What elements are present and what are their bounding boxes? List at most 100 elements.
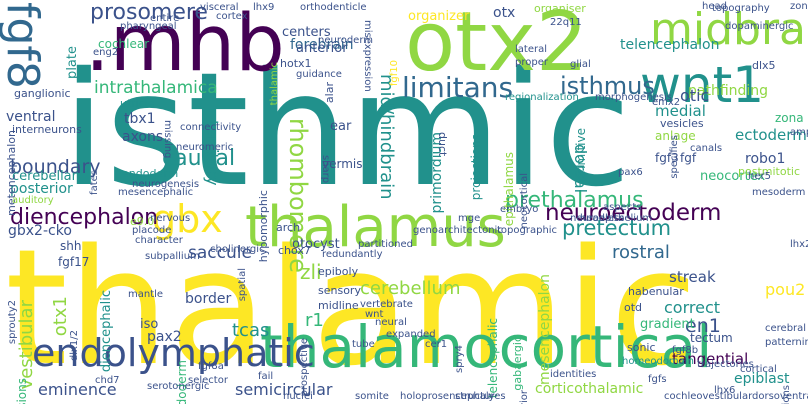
word: fates [89,170,100,195]
word: trajectories [697,359,754,370]
word: glial [570,59,591,70]
word: character [135,235,183,246]
word: redundantly [322,249,383,260]
word: eminence [38,380,117,399]
word: serotonergic [147,381,210,392]
word: gbx2-cko [8,223,72,239]
word: forebrain [290,37,354,53]
word: otic [680,86,710,105]
word: hotx1 [280,57,312,70]
word: projections [469,134,483,201]
word: ear [330,119,352,134]
word: semicircular [235,380,333,399]
word: sensory [318,284,361,297]
word: interneurons [12,123,82,136]
word: robo1 [745,151,786,167]
word: vermis [322,157,363,171]
word: neocortex [700,169,766,184]
word: her5 [748,171,771,182]
word: diencephalic [99,290,114,373]
word: selector [188,375,228,386]
word: neuroderm [318,35,374,46]
word: auditory [12,195,54,206]
word: thalamic [269,62,280,106]
word: cerebral [765,323,807,334]
word: embryo [500,204,539,215]
word: e9.0 [130,215,155,228]
word: pharyngeal [120,21,177,32]
word: thalamus [245,195,506,260]
word: expanded [386,329,436,340]
word: tcas [232,320,270,341]
word: prospective [299,338,310,397]
word: diencephalon [10,205,159,230]
word: spry4 [454,345,465,373]
word: r1 [305,310,324,331]
word: spatial [237,268,248,302]
word: tectum [690,331,733,345]
word: neural [375,317,407,328]
word: rostral [612,242,670,263]
word: proper [515,57,548,68]
word: otx2 [405,0,589,90]
word: neuromeric [176,142,234,153]
word: chd7 [95,375,120,386]
word: otx [493,5,516,21]
word: nervous [150,213,191,224]
word: organiser [534,2,586,15]
word: missing [162,120,173,159]
word: zli [300,260,322,284]
word: boundary [10,156,101,178]
word: wnt [365,309,384,320]
word: partitioned [358,239,413,250]
word: vesicles [660,117,704,130]
word: gbx [152,197,223,241]
word: subpallium [145,251,200,262]
word: cochleovestibular [664,391,753,402]
word: cholinergic [210,244,265,255]
word: neocortical [519,173,530,229]
word: prosomere [90,0,208,25]
word: eng2 [93,47,119,58]
word: dopaminergic [725,21,794,32]
word: entire [150,13,180,24]
word: caudal [162,146,236,171]
word: telencephalic [486,318,500,399]
word: mantle [128,289,164,300]
word: holoprosencephaly [400,391,495,402]
word: utricle [120,97,155,110]
word: streak [669,268,716,286]
word: plate [65,46,80,79]
word: sharp [320,155,331,184]
word: specifies [669,135,680,179]
word: fgf8b [672,345,699,356]
word: vestibular [16,300,37,390]
word: primitive [574,128,588,182]
word: border [185,291,232,307]
word: homeodomain [622,356,694,367]
word: cerebellar [12,169,77,184]
word: lhx2 [790,239,808,250]
word: wnt1 [640,56,764,114]
word: mge [458,213,481,224]
word: mid/hindbrain [376,74,397,200]
word: cer1 [425,339,448,350]
word: fgf10 [389,60,400,87]
word: guidance [296,69,342,80]
word: lhx6 [714,385,736,396]
word: midbrain [650,4,808,55]
word: pou2 [765,280,806,299]
word: prethalamus [505,188,644,213]
word: ventral [6,109,56,125]
word: sonic [627,341,656,354]
word: otd [624,301,643,314]
word: identities [550,369,597,380]
word: tangential [672,350,749,368]
word: isthmic [62,39,632,222]
word: zona [775,111,804,125]
word: mesencephalic [118,187,194,198]
word: corticothalamic [535,381,644,397]
word: regionalization [505,92,579,103]
word: canals [690,143,723,154]
